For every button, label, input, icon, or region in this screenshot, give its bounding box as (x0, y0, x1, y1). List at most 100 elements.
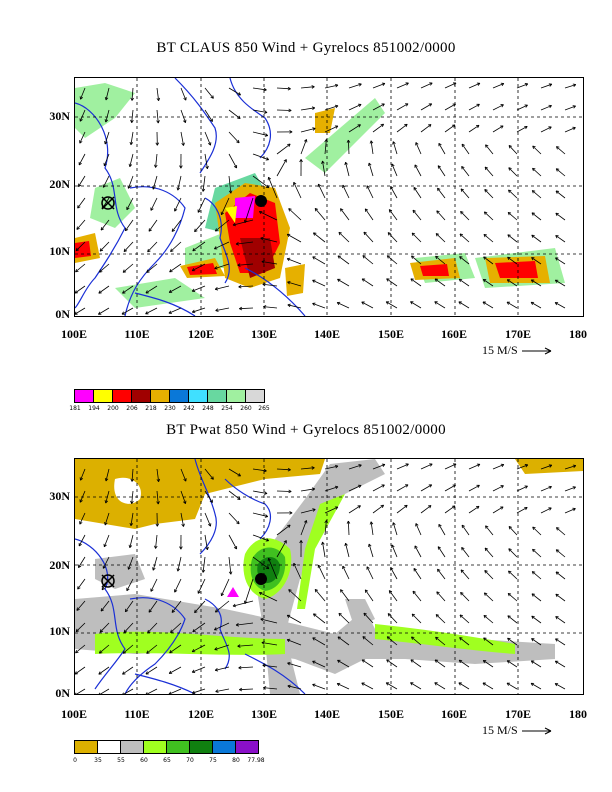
wind-vector-arrow (435, 233, 446, 243)
wind-vector-arrow (75, 622, 86, 632)
wind-vector-arrowhead (75, 628, 80, 633)
wind-vector-arrow (146, 688, 158, 694)
wind-vector-arrowhead (508, 167, 512, 171)
wind-vector-arrowhead (78, 564, 82, 568)
wind-vector-arrow (78, 153, 86, 166)
bottom-x-tick-7: 170E (504, 707, 532, 721)
wind-vector-arrowhead (293, 181, 297, 186)
bottom-colorbar-label-8: 77.98 (247, 757, 265, 764)
wind-vector-arrowhead (191, 267, 196, 272)
bottom-y-tick-1: 10N (49, 624, 70, 638)
wind-vector-arrow (98, 666, 110, 675)
wind-vector-arrow (215, 688, 230, 692)
top-map-svg (75, 78, 583, 316)
top-x-tick-3: 130E (250, 327, 278, 341)
wind-vector-arrow (436, 591, 446, 602)
wind-vector-arrowhead (361, 659, 366, 663)
wind-vector-arrow (75, 285, 86, 294)
wind-vector-arrow (484, 211, 494, 221)
wind-vector-arrow (468, 124, 480, 133)
wind-vector-arrowhead (555, 168, 560, 172)
bottom-x-tick-8: 180 (569, 707, 587, 721)
wind-vector-arrow (105, 468, 110, 482)
wind-vector-arrowhead (233, 545, 238, 550)
wind-vector-arrow (386, 659, 398, 668)
wind-vector-arrowhead (98, 692, 101, 694)
wind-vector-arrowhead (484, 570, 488, 574)
wind-vector-arrow (276, 143, 291, 155)
wind-vector-arrowhead (205, 546, 209, 551)
wind-vector-arrowhead (500, 506, 504, 510)
wind-vector-arrow (156, 468, 160, 482)
wind-vector-arrowhead (79, 499, 83, 503)
wind-vector-arrowhead (312, 127, 316, 131)
wind-vector-arrowhead (191, 288, 196, 292)
wind-vector-arrow (461, 166, 470, 177)
wind-vector-arrowhead (413, 568, 417, 572)
wind-vector-arrow (152, 175, 158, 190)
wind-vector-arrow (268, 558, 278, 580)
wind-vector-arrowhead (262, 663, 266, 668)
wind-vector-arrowhead (366, 185, 370, 189)
wind-vector-arrowhead (314, 588, 319, 593)
bottom-colorbar-swatch-6 (213, 741, 236, 753)
wind-vector-arrowhead (130, 119, 134, 123)
wind-vector-arrow (129, 534, 134, 548)
wind-vector-arrowhead (122, 290, 126, 294)
wind-vector-arrowhead (572, 464, 577, 469)
wind-vector-arrow (252, 131, 268, 136)
wind-vector-arrowhead (459, 637, 463, 641)
wind-vector-arrowhead (289, 130, 293, 134)
wind-vector-arrowhead (147, 248, 151, 253)
wind-vector-arrowhead (555, 571, 560, 575)
wind-vector-arrow (507, 279, 518, 287)
wind-vector-arrow (531, 234, 542, 243)
wind-vector-arrow (124, 219, 134, 232)
wind-vector-arrow (508, 548, 518, 558)
wind-vector-arrow (155, 153, 158, 168)
wind-vector-arrow (386, 636, 398, 646)
top-y-tick-1: 10N (49, 244, 70, 258)
wind-vector-arrowhead (75, 268, 79, 273)
wind-vector-arrow (532, 145, 542, 155)
wind-vector-arrowhead (556, 527, 560, 531)
wind-vector-arrow (79, 512, 86, 525)
wind-vector-arrowhead (451, 124, 456, 128)
top-colorbar-label-7: 248 (202, 405, 214, 412)
top-x-tick-6: 160E (440, 327, 468, 341)
wind-vector-arrowhead (482, 659, 487, 664)
vector-scale-arrow-icon (521, 347, 551, 355)
wind-vector-arrowhead (258, 210, 263, 215)
wind-vector-arrowhead (122, 650, 127, 654)
wind-vector-arrowhead (148, 228, 152, 232)
wind-vector-arrow (98, 307, 110, 315)
wind-vector-arrowhead (554, 683, 559, 687)
wind-vector-arrowhead (130, 478, 134, 482)
bottom-colorbar-label-5: 70 (186, 757, 194, 764)
wind-vector-arrow (372, 83, 386, 89)
wind-vector-arrow (461, 547, 470, 558)
wind-vector-arrow (300, 86, 315, 89)
top-x-tick-7: 170E (504, 327, 532, 341)
wind-vector-arrow (459, 256, 470, 265)
wind-vector-arrowhead (508, 526, 512, 530)
wind-vector-arrow (348, 505, 361, 514)
top-colorbar-swatch-0 (75, 390, 94, 402)
top-colorbar-swatch-6 (189, 390, 208, 402)
wind-vector-arrow (492, 485, 504, 492)
wind-vector-arrowhead (482, 682, 486, 686)
wind-vector-arrowhead (531, 638, 535, 642)
bottom-colorbar-swatch-2 (121, 741, 144, 753)
wind-vector-arrowhead (532, 167, 536, 172)
gyre-markers (101, 195, 267, 210)
wind-vector-arrow (540, 486, 552, 492)
wind-vector-arrowhead (476, 463, 481, 467)
wind-vector-arrowhead (288, 489, 292, 494)
top-vector-scale: 15 M/S (482, 343, 555, 358)
top-colorbar-swatch-3 (132, 390, 151, 402)
wind-vector-arrowhead (129, 522, 134, 527)
wind-vector-arrow (437, 546, 446, 558)
wind-vector-arrow (516, 507, 528, 514)
wind-vector-arrowhead (261, 260, 265, 264)
wind-vector-arrowhead (392, 141, 396, 145)
